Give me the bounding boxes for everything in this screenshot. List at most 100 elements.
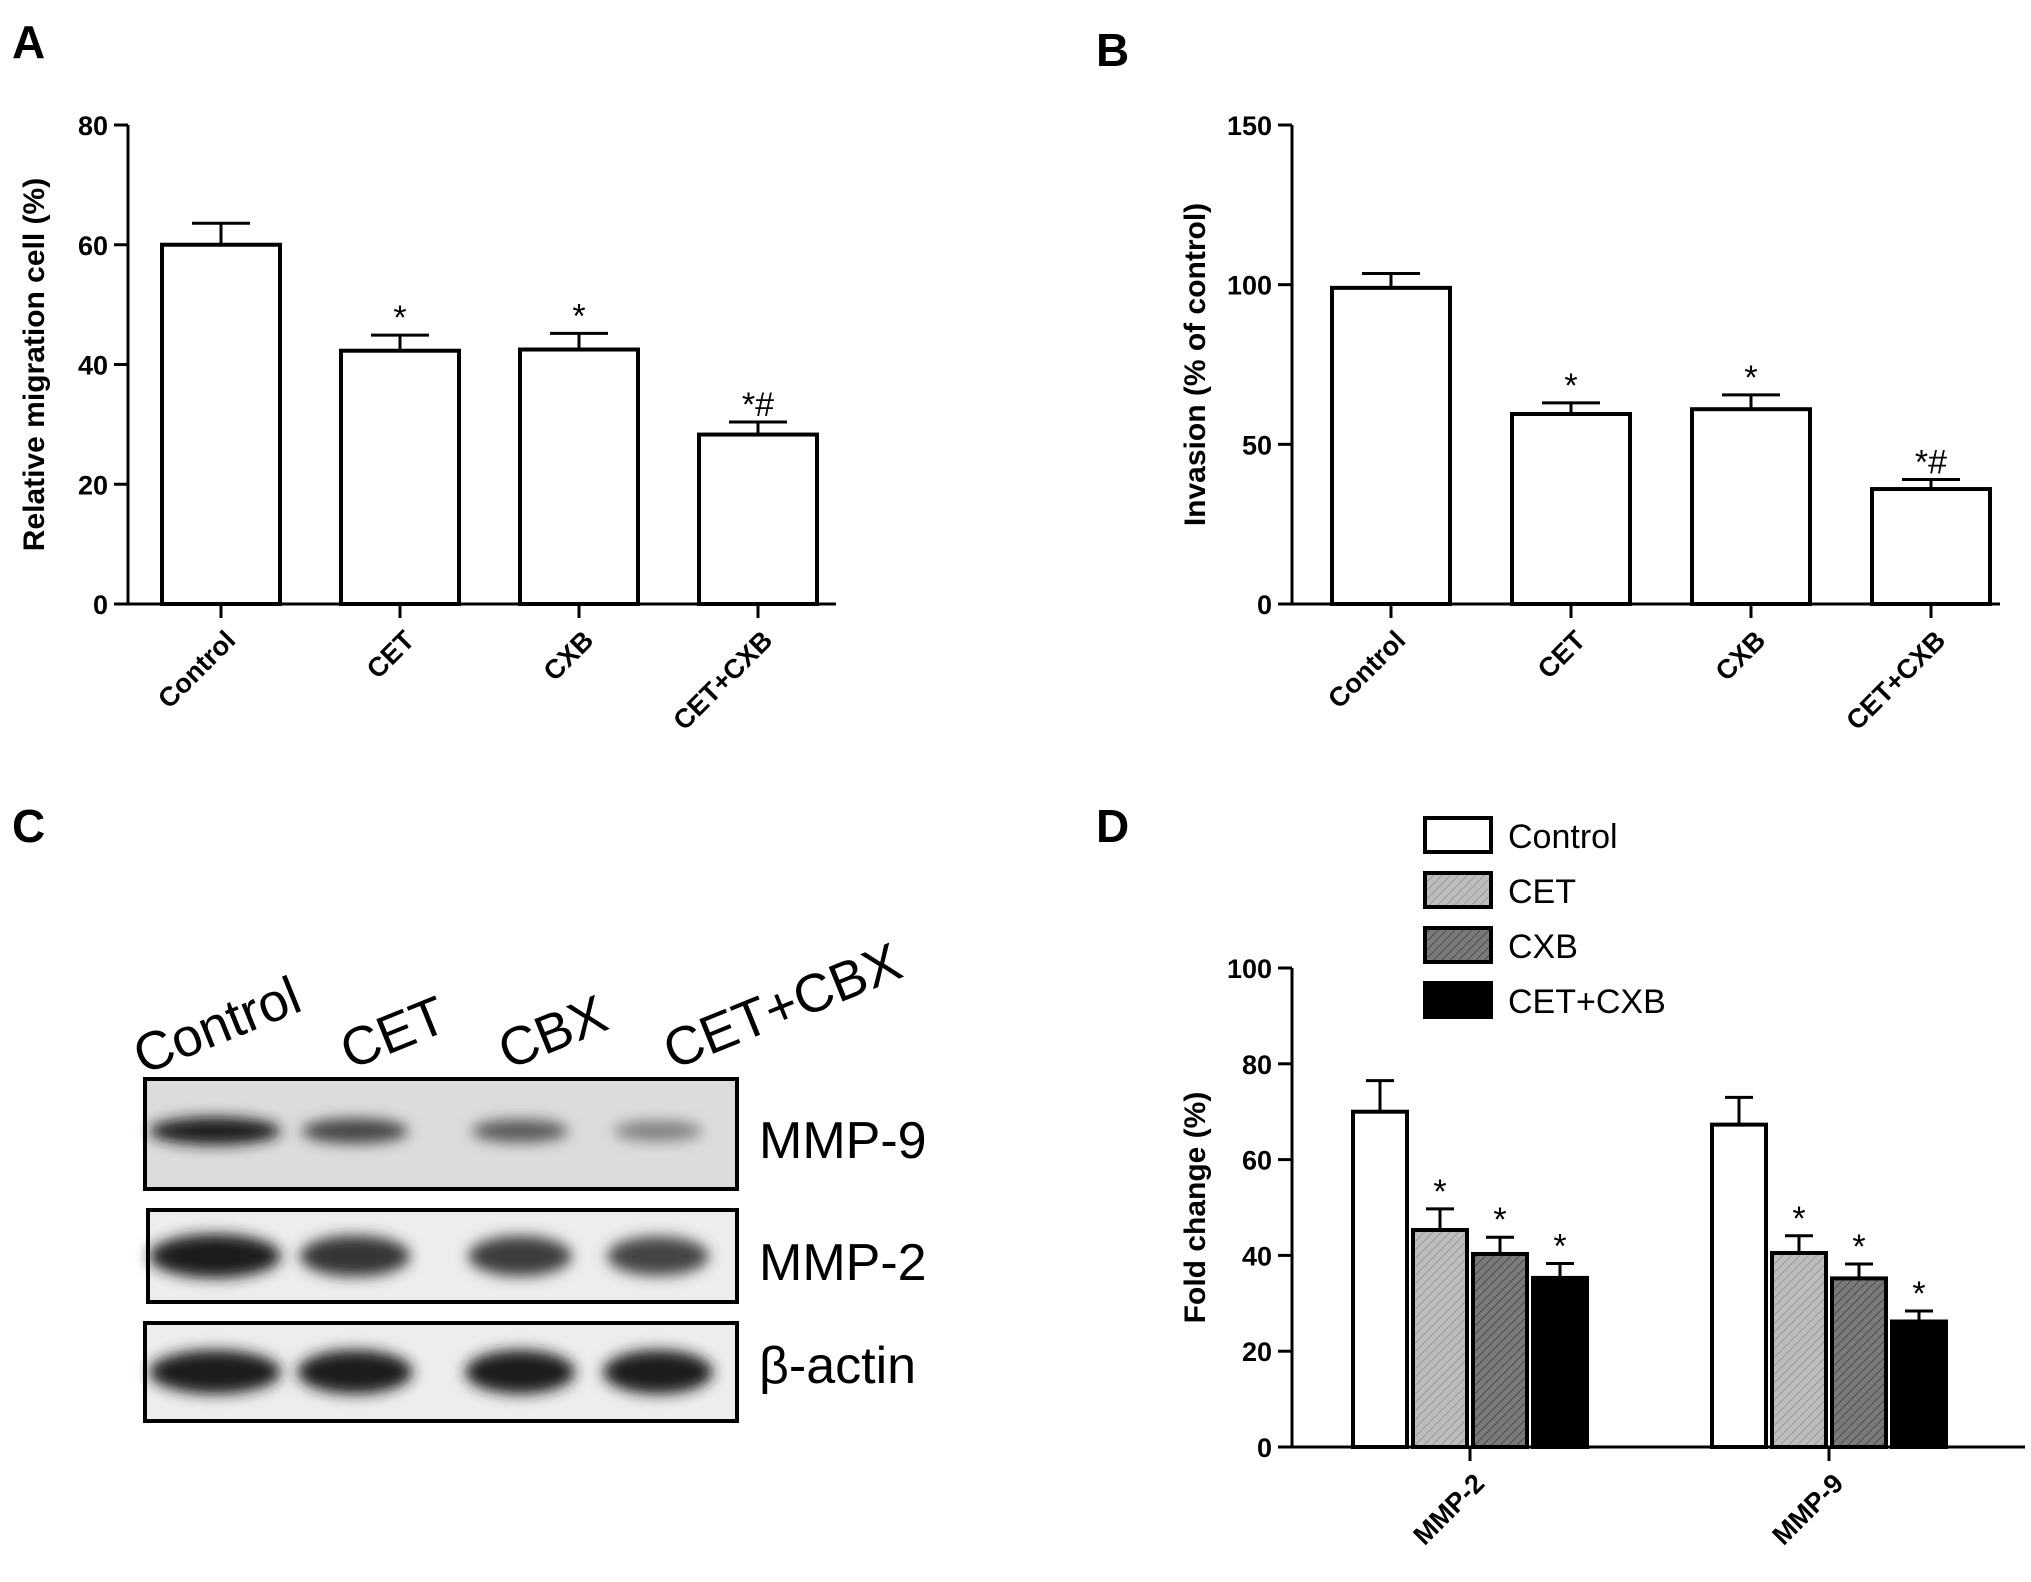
blot-band [301,1118,409,1144]
chart-invasion: 0 50 100 150 Invasion (% of control) Control C… [1179,111,2000,736]
bar-cxb [1690,407,1812,606]
bar-mmp-9-cxb [1830,1276,1888,1449]
bar-mmp-2-control [1351,1109,1409,1449]
panel-label-a: A [12,16,45,68]
blot-band [603,1350,713,1394]
significance-label: * [393,299,406,337]
bar-cxb [518,347,640,606]
significance-label: * [1433,1173,1446,1211]
legend-swatch [1423,816,1493,854]
legend-label: Control [1508,818,1618,856]
blot-band [613,1120,703,1142]
y-tick-label: 150 [1227,111,1272,141]
y-tick-label: 40 [78,351,108,381]
blot-band [299,1235,411,1277]
y-tick-label: 0 [1257,590,1272,620]
x-tick-label: CET [361,625,421,685]
significance-label: *# [742,386,774,424]
significance-label: * [1553,1228,1566,1266]
y-tick-label: 100 [1227,271,1272,301]
x-tick-label: MMP-2 [1408,1468,1491,1551]
legend-label: CET [1508,873,1576,911]
y-axis-label: Relative migration cell (%) [18,178,51,551]
blot-row: MMP-9 [143,1077,927,1191]
y-tick-label: 60 [1242,1146,1272,1176]
bar-mmp-9-cet-cxb [1890,1319,1948,1449]
legend-label: CET+CXB [1508,983,1666,1021]
bar-cet-cxb [1870,487,1992,607]
lane-label: Control [125,965,309,1086]
blot-band [149,1350,281,1394]
legend-label: CXB [1508,928,1578,966]
significance-label: * [1493,1201,1506,1239]
y-tick-label: 20 [78,470,108,500]
legend-swatch [1423,871,1493,909]
blot-frame [143,1321,739,1423]
blot-band [607,1236,709,1276]
blot-band [471,1119,569,1143]
panel-label-c: C [12,800,45,852]
chart-migration: 0 20 40 60 80 Relative migration cell (%) Cont… [18,111,836,736]
x-tick-label: CXB [538,625,600,687]
x-tick-label: CXB [1710,625,1772,687]
blot-frame [143,1077,739,1191]
blot-band [149,1234,281,1278]
significance-label: * [1792,1200,1805,1238]
bar-control [1330,285,1452,606]
blot-lane-labels: Control CET CBX CET+CBX [125,932,910,1086]
panel-label-b: B [1096,24,1129,76]
legend-swatch [1423,981,1493,1019]
y-axis-label: Invasion (% of control) [1179,203,1212,526]
bar-mmp-2-cet [1411,1228,1469,1449]
blot-band [465,1350,575,1394]
y-tick-label: 80 [1242,1050,1272,1080]
bar-mmp-9-cet [1770,1251,1828,1449]
y-tick-label: 0 [1257,1433,1272,1463]
blot-band [149,1117,281,1145]
bar-control [160,242,282,606]
legend-swatch [1423,926,1493,964]
chart-fold-change: 0 20 40 60 80 100 Fold change (%) * * * MMP-2 * * * MM… [1179,816,2025,1551]
x-tick-label: CET+CXB [667,625,778,736]
western-blot: Control CET CBX CET+CBX MMP-9 MMP-2 β-actin [125,932,927,1423]
bar-mmp-2-cxb [1471,1251,1529,1450]
y-tick-label: 0 [93,590,108,620]
significance-label: * [1912,1275,1925,1313]
blot-row: MMP-2 [146,1208,927,1304]
lane-label: CBX [490,984,615,1081]
x-tick-label: CET [1532,625,1592,685]
blot-rows: MMP-9 MMP-2 β-actin [143,1077,927,1423]
y-axis-label: Fold change (%) [1179,1092,1212,1324]
blot-band [297,1350,413,1394]
lane-label: CET+CBX [655,932,910,1081]
x-tick-label: Control [152,625,241,714]
y-tick-label: 20 [1242,1337,1272,1367]
bar-cet [339,348,461,607]
lane-label: CET [332,985,455,1081]
legend: Control CET CXB CET+CXB [1423,816,1666,1021]
x-tick-label: Control [1322,625,1411,714]
y-tick-label: 100 [1227,954,1272,984]
x-tick-label: MMP-9 [1767,1468,1850,1551]
significance-label: * [1852,1228,1865,1266]
significance-label: * [1744,359,1757,397]
y-tick-label: 40 [1242,1241,1272,1271]
significance-label: *# [1915,443,1947,481]
significance-label: * [1564,367,1577,405]
panel-label-d: D [1096,800,1129,852]
x-tick-label: CET+CXB [1840,625,1951,736]
blot-band [468,1235,572,1277]
y-tick-label: 60 [78,231,108,261]
bar-cet-cxb [697,432,819,606]
blot-row-label: MMP-9 [759,1112,927,1170]
bar-mmp-9-control [1710,1122,1768,1450]
blot-row: β-actin [143,1321,916,1423]
significance-label: * [572,297,585,335]
blot-row-label: MMP-2 [759,1234,927,1292]
bar-cet [1510,411,1632,606]
blot-row-label: β-actin [759,1337,916,1395]
y-tick-label: 80 [78,111,108,141]
y-tick-label: 50 [1242,430,1272,460]
blot-frame [146,1208,739,1304]
bar-mmp-2-cet-cxb [1531,1275,1589,1449]
